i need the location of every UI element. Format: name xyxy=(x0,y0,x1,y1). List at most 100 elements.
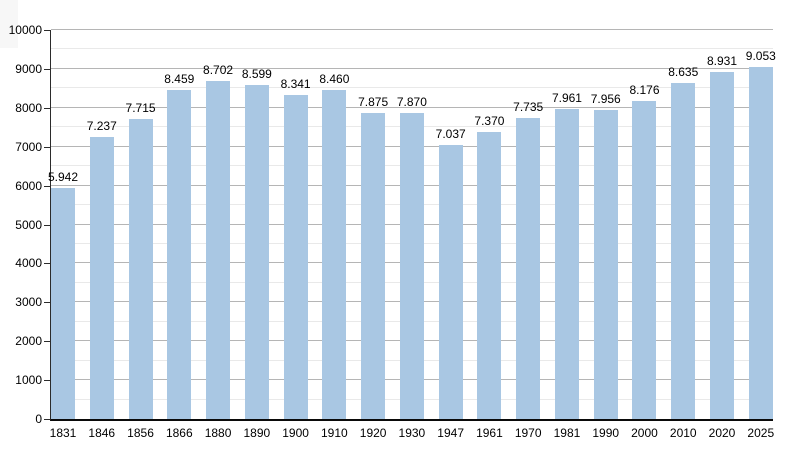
x-tick-label: 1880 xyxy=(204,426,232,440)
x-tick-label: 1900 xyxy=(282,426,309,440)
x-tick-label: 1981 xyxy=(553,426,581,440)
bar-slot: 8.599 1890 xyxy=(241,30,272,440)
bar-slot: 9.053 2025 xyxy=(745,30,776,440)
bar-value-label: 7.735 xyxy=(513,100,544,115)
plot-area: 5.942 1831 7.237 1846 7.715 1856 8.459 1866 8.70… xyxy=(47,29,776,440)
y-tick-label: 10000 xyxy=(8,23,42,37)
bar-slot: 8.176 2000 xyxy=(629,30,660,440)
x-tick-label: 1890 xyxy=(243,426,271,440)
x-tick-label: 1910 xyxy=(321,426,348,440)
bar xyxy=(748,66,773,419)
x-tick-label: 1856 xyxy=(127,426,154,440)
bar xyxy=(89,137,114,419)
bar xyxy=(51,187,75,419)
x-tick-label: 2000 xyxy=(631,426,658,440)
x-tick-label: 1920 xyxy=(359,426,387,440)
bar-value-label: 8.635 xyxy=(668,65,699,80)
bar-value-label: 7.956 xyxy=(590,91,621,106)
bar xyxy=(361,112,386,419)
bar-value-label: 8.702 xyxy=(203,62,234,77)
bar-slot: 8.341 1900 xyxy=(281,30,311,440)
bar-slot: 7.715 1856 xyxy=(125,30,156,440)
bar-value-label: 5.942 xyxy=(47,169,79,184)
bar xyxy=(283,94,308,419)
bar-slot: 8.931 2020 xyxy=(707,30,738,440)
y-tick-label: 6000 xyxy=(15,178,42,193)
y-tick-mark xyxy=(44,263,50,265)
bar-value-label: 7.370 xyxy=(474,114,505,129)
y-tick-mark xyxy=(44,30,50,31)
bar-value-label: 7.715 xyxy=(125,100,156,115)
y-tick-label: 9000 xyxy=(15,61,42,76)
x-tick-label: 1961 xyxy=(476,426,503,440)
major-gridline xyxy=(51,67,773,69)
bar xyxy=(206,80,231,419)
bar xyxy=(399,112,424,419)
y-tick-mark xyxy=(44,419,50,420)
y-tick-label: 8000 xyxy=(15,100,42,115)
bar-slot: 7.237 1846 xyxy=(86,30,117,440)
x-tick-label: 1970 xyxy=(514,426,542,440)
bar xyxy=(593,109,618,419)
major-gridline xyxy=(51,106,773,108)
bar-slot: 8.635 2010 xyxy=(668,30,699,440)
bars-row: 5.942 1831 7.237 1846 7.715 1856 8.459 1866 8.70… xyxy=(47,30,776,440)
bar-value-label: 8.459 xyxy=(164,71,195,86)
major-gridline xyxy=(51,29,773,30)
y-tick-label: 7000 xyxy=(15,139,42,154)
bar-slot: 8.460 1910 xyxy=(319,30,349,440)
bar-value-label: 8.599 xyxy=(241,66,272,81)
bar xyxy=(632,100,657,419)
y-tick-label: 2000 xyxy=(15,334,42,349)
x-tick-label: 1930 xyxy=(398,426,426,440)
bar xyxy=(244,84,269,419)
bar-value-label: 7.875 xyxy=(358,94,389,109)
bar-slot: 8.702 1880 xyxy=(203,30,234,440)
bar-value-label: 9.053 xyxy=(745,48,776,63)
x-tick-label: 2025 xyxy=(747,426,775,440)
bar-slot: 8.459 1866 xyxy=(164,30,195,440)
y-tick-mark xyxy=(44,146,50,148)
y-tick-mark xyxy=(44,302,50,304)
bar-value-label: 8.931 xyxy=(707,53,738,68)
y-tick-label: 3000 xyxy=(15,295,42,310)
bar-value-label: 8.176 xyxy=(629,82,660,97)
y-tick-label: 4000 xyxy=(15,256,42,271)
bar xyxy=(710,71,735,419)
bar-slot: 7.735 1970 xyxy=(513,30,544,440)
bar-value-label: 7.037 xyxy=(435,127,466,142)
bar xyxy=(516,118,541,419)
x-tick-label: 2020 xyxy=(708,426,736,440)
bar-slot: 7.956 1990 xyxy=(590,30,621,440)
bar xyxy=(477,132,502,419)
y-tick-label: 0 xyxy=(35,412,42,426)
bar xyxy=(438,145,463,419)
bar xyxy=(554,109,579,419)
y-tick-mark xyxy=(44,107,50,109)
bar xyxy=(167,89,192,419)
x-tick-label: 1947 xyxy=(437,426,465,440)
x-tick-label: 1846 xyxy=(88,426,116,440)
bar-slot: 7.370 1961 xyxy=(474,30,505,440)
bar-value-label: 7.870 xyxy=(396,94,427,109)
y-tick-mark xyxy=(44,68,50,70)
y-tick-label: 1000 xyxy=(15,373,42,388)
x-tick-label: 2010 xyxy=(669,426,697,440)
bar xyxy=(322,89,347,419)
bar-value-label: 7.237 xyxy=(86,119,117,134)
bar-value-label: 7.961 xyxy=(551,91,582,106)
bar-slot: 7.875 1920 xyxy=(358,30,389,440)
y-tick-label: 5000 xyxy=(15,217,42,232)
y-tick-mark xyxy=(44,341,50,343)
bar-slot: 7.961 1981 xyxy=(551,30,582,440)
minor-gridline xyxy=(51,48,773,50)
bar xyxy=(671,83,696,419)
y-tick-mark xyxy=(44,185,50,187)
x-tick-label: 1866 xyxy=(165,426,193,440)
bar-slot: 7.037 1947 xyxy=(435,30,466,440)
x-tick-label: 1831 xyxy=(49,426,77,440)
bar-slot: 5.942 1831 xyxy=(47,30,79,440)
corner-artifact xyxy=(0,0,18,48)
bar-slot: 7.870 1930 xyxy=(396,30,427,440)
